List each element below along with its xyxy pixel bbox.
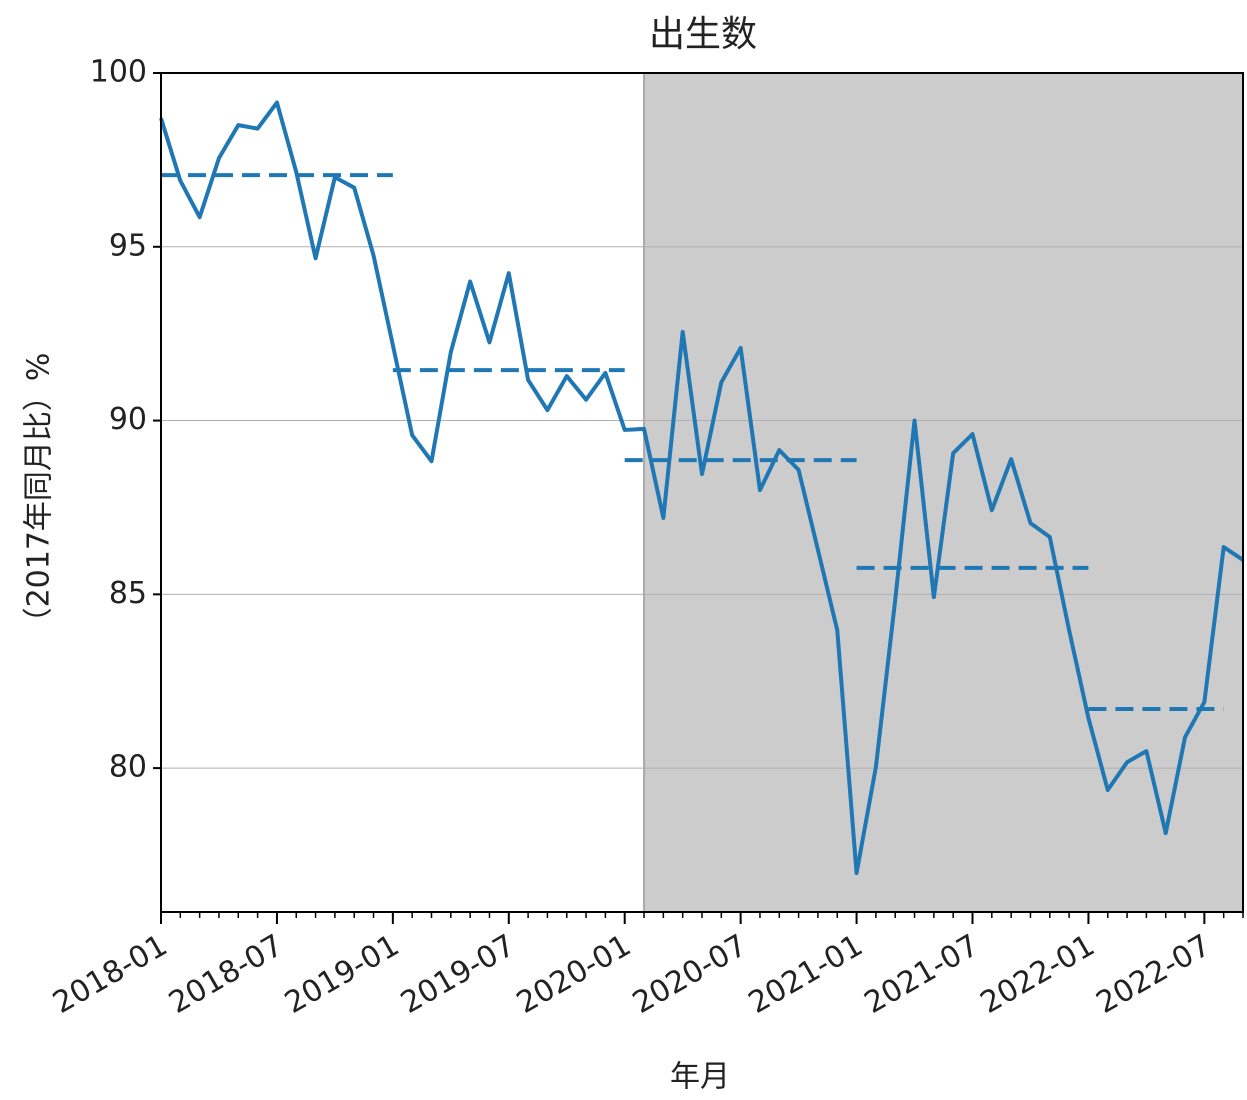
y-axis-label: （2017年同月比）% [22, 353, 57, 638]
y-tick-label: 100 [90, 55, 147, 90]
x-tick-label: 2019-07 [395, 928, 521, 1021]
x-tick-label: 2020-07 [627, 928, 753, 1021]
x-tick-label: 2021-07 [859, 928, 985, 1021]
x-tick-label: 2022-07 [1091, 928, 1217, 1021]
y-tick-label: 80 [109, 750, 147, 785]
chart-title: 出生数 [649, 14, 757, 55]
x-tick-label: 2018-07 [163, 928, 289, 1021]
x-tick-label: 2020-01 [511, 928, 637, 1021]
y-tick-label: 90 [109, 402, 147, 437]
x-tick-label: 2022-01 [975, 928, 1101, 1021]
y-tick-label: 85 [109, 576, 147, 611]
y-tick-label: 95 [109, 228, 147, 263]
x-tick-label: 2019-01 [279, 928, 405, 1021]
x-tick-label: 2018-01 [47, 928, 173, 1021]
x-tick-label: 2021-01 [743, 928, 869, 1021]
line-series [159, 100, 1245, 876]
shade-region [644, 73, 1243, 912]
x-axis-label: 年月 [670, 1060, 730, 1095]
